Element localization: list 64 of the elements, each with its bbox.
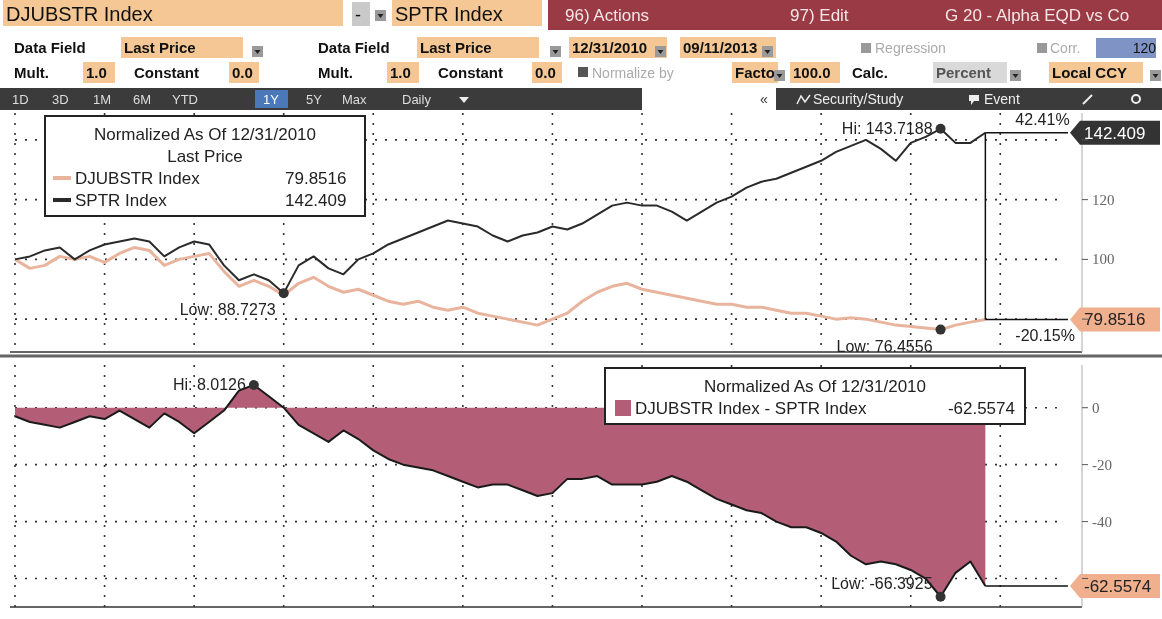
annotation: 42.41% [1015, 110, 1070, 128]
text: Last Price [124, 39, 196, 56]
text: Data Field [14, 39, 86, 56]
text: 5Y [306, 92, 323, 107]
text: « [760, 91, 768, 107]
text: 6M [133, 92, 152, 107]
annotation: -62.5574 [947, 399, 1015, 418]
text: 97) Edit [790, 6, 849, 25]
legend-title: Normalized As Of 12/31/2010 Last Price [93, 125, 317, 166]
text: Security/Study [813, 91, 904, 107]
text: Constant [438, 64, 503, 81]
text: Regression [875, 40, 946, 56]
legend-title: Normalized As Of 12/31/2010 [703, 377, 927, 396]
text: Percent [936, 64, 992, 81]
text: 120 [1132, 40, 1157, 56]
annotation: 79.8516 [285, 169, 347, 188]
text: - [355, 5, 361, 25]
text: Daily [402, 92, 432, 107]
text: 1M [93, 92, 112, 107]
text: 142.409 [1084, 123, 1146, 143]
text: 1.0 [86, 64, 107, 81]
text: 12/31/2010 [572, 39, 648, 56]
y-tick-label: 100 [1092, 251, 1115, 268]
text: Max [342, 92, 368, 107]
text: 100.0 [793, 64, 831, 81]
annotation: Hi: 8.0126 [172, 375, 246, 393]
y-tick-label: 120 [1092, 191, 1115, 208]
annotation: 142.409 [285, 191, 347, 210]
legend-label: SPTR Index [75, 191, 168, 210]
text: Corr. [1050, 40, 1081, 56]
text: 0.0 [535, 64, 556, 81]
text: 3D [52, 92, 69, 107]
text: YTD [172, 92, 198, 107]
legend-label: DJUBSTR Index - SPTR Index [635, 399, 867, 418]
text: DJUBSTR Index [6, 3, 153, 25]
text: 09/11/2013 [683, 39, 758, 56]
text: Mult. [318, 64, 353, 81]
legend-label: DJUBSTR Index [75, 169, 201, 188]
text: 0.0 [232, 64, 253, 81]
annotation: Low: 88.7273 [179, 301, 276, 319]
annotation: Low: 76.4556 [836, 337, 933, 355]
text: Facto [735, 64, 776, 81]
text: Local CCY [1052, 64, 1128, 81]
text: 1.0 [390, 64, 411, 81]
text: 96) Actions [565, 6, 650, 25]
text: Normalize by [592, 65, 674, 81]
annotation: -20.15% [1015, 327, 1075, 345]
annotation: Low: -66.3925 [831, 574, 933, 592]
text: Mult. [14, 64, 49, 81]
y-tick-label: -40 [1092, 513, 1112, 530]
text: 1Y [263, 92, 280, 107]
text: 1D [12, 92, 29, 107]
text: G 20 - Alpha EQD vs Co [945, 6, 1130, 25]
y-tick-label: 0 [1092, 399, 1100, 416]
text: Last Price [420, 39, 492, 56]
text: Event [984, 91, 1020, 107]
text: -62.5574 [1084, 576, 1152, 596]
y-tick-label: -20 [1092, 456, 1112, 473]
text: Calc. [852, 64, 888, 81]
text: SPTR Index [395, 3, 503, 25]
text: Data Field [318, 39, 390, 56]
text: Constant [134, 64, 199, 81]
text: 79.8516 [1084, 310, 1146, 330]
annotation: Hi: 143.7188 [841, 119, 933, 137]
